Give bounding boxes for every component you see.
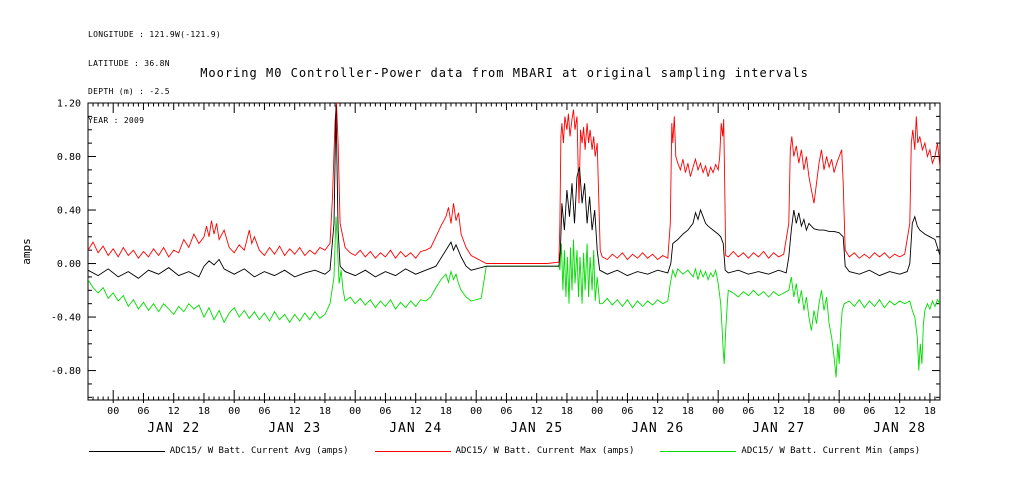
day-label: JAN 28 [873,421,926,436]
y-tick-label: -0.40 [51,313,81,324]
y-tick-label: 0.40 [57,206,81,217]
day-label: JAN 24 [389,421,442,436]
y-tick-label: 0.00 [57,259,81,270]
x-tick-label: 12 [773,406,785,417]
x-tick-label: 18 [561,406,573,417]
x-tick-label: 00 [712,406,724,417]
axis-ticks [87,102,941,403]
chart-title: Mooring M0 Controller-Power data from MB… [200,66,809,80]
x-tick-label: 12 [652,406,664,417]
x-tick-label: 06 [258,406,270,417]
max-line-swatch [374,450,451,452]
day-label: JAN 25 [510,421,563,436]
y-tick-label: 1.20 [57,99,81,110]
metadata-longitude: LONGITUDE : 121.9W(-121.9) [88,30,222,39]
plot-frame [87,102,941,401]
y-tick-label: -0.80 [51,366,81,377]
day-label: JAN 22 [147,421,200,436]
y-tick-label: 0.80 [57,152,81,163]
x-tick-label: 00 [107,406,119,417]
x-tick-label: 06 [379,406,391,417]
x-tick-label: 00 [470,406,482,417]
x-tick-label: 00 [591,406,603,417]
series-max-line [88,103,940,264]
day-label: JAN 27 [752,421,805,436]
x-tick-label: 12 [410,406,422,417]
axis-labels: 1.20 0.80 0.40 0.00 -0.40 -0.80 00 06 12 18 00 06 12… [20,99,936,437]
legend: ADC15/ W Batt. Current Avg (amps) ADC15/… [0,446,1009,456]
legend-item-max: ADC15/ W Batt. Current Max (amps) [374,446,635,456]
x-tick-label: 00 [228,406,240,417]
x-tick-label: 06 [500,406,512,417]
metadata-depth: DEPTH (m) : -2.5 [88,87,170,96]
x-tick-label: 06 [742,406,754,417]
x-tick-label: 18 [440,406,452,417]
x-tick-label: 18 [198,406,210,417]
min-line-swatch [660,450,737,452]
day-label: JAN 23 [268,421,321,436]
x-tick-label: 18 [803,406,815,417]
avg-line-swatch [88,450,165,452]
legend-label-avg: ADC15/ W Batt. Current Avg (amps) [169,446,349,456]
x-tick-label: 12 [168,406,180,417]
legend-label-max: ADC15/ W Batt. Current Max (amps) [455,446,635,456]
x-tick-label: 18 [924,406,936,417]
x-tick-label: 12 [894,406,906,417]
x-tick-label: 00 [349,406,361,417]
x-tick-label: 06 [137,406,149,417]
day-label: JAN 26 [631,421,684,436]
x-tick-label: 06 [863,406,875,417]
x-tick-label: 06 [621,406,633,417]
x-tick-label: 12 [531,406,543,417]
x-tick-label: 18 [682,406,694,417]
legend-item-min: ADC15/ W Batt. Current Min (amps) [660,446,920,456]
series-avg-line [88,105,940,279]
y-axis-label: amps [20,238,33,265]
metadata-year: YEAR : 2009 [88,115,145,125]
series-min-line [88,216,940,378]
legend-label-min: ADC15/ W Batt. Current Min (amps) [741,446,921,456]
metadata-block: LONGITUDE : 121.9W(-121.9) LATITUDE : 36… [88,11,221,144]
x-tick-label: 00 [833,406,845,417]
metadata-latitude: LATITUDE : 36.8N [88,58,170,68]
x-tick-label: 12 [289,406,301,417]
x-tick-label: 18 [319,406,331,417]
legend-item-avg: ADC15/ W Batt. Current Avg (amps) [88,446,349,456]
